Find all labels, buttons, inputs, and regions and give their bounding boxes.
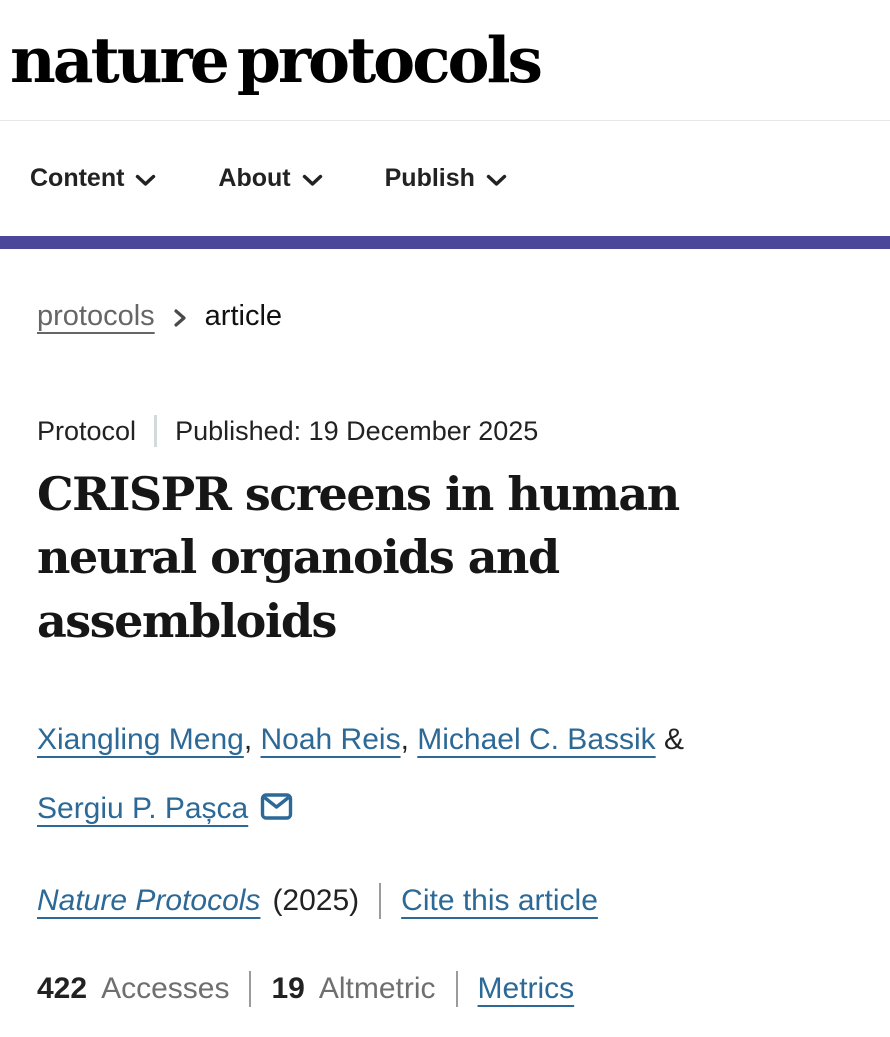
article-meta-line: Protocol Published: 19 December 2025 [37, 415, 853, 447]
author-link-3[interactable]: Michael C. Bassik [417, 723, 656, 757]
nav-item-content-label: Content [30, 164, 125, 192]
article-metrics-line: 422 Accesses 19 Altmetric Metrics [37, 971, 853, 1008]
breadcrumb: protocols article [37, 300, 853, 333]
author-separator: , [400, 723, 409, 757]
article-header-section: protocols article Protocol Published: 19… [0, 249, 890, 1008]
nav-item-content[interactable]: Content [30, 164, 156, 193]
nav-item-publish-label: Publish [384, 164, 475, 192]
nav-item-about[interactable]: About [218, 164, 322, 193]
primary-nav: Content About Publish [0, 121, 890, 236]
accesses-label: Accesses [101, 972, 230, 1006]
journal-link[interactable]: Nature Protocols [37, 884, 261, 918]
author-link-4[interactable]: Sergiu P. Pașca [37, 792, 249, 826]
altmetric-label: Altmetric [318, 972, 436, 1006]
cite-this-article-link[interactable]: Cite this article [401, 884, 598, 918]
metrics-divider [455, 971, 458, 1008]
site-header: nature protocols Content About Publish [0, 0, 890, 249]
citation-divider [379, 883, 382, 920]
brand-accent-bar [0, 236, 890, 249]
chevron-right-icon [173, 307, 187, 329]
chevron-down-icon [486, 174, 507, 186]
article-title: CRISPR screens in human neural organoids… [37, 467, 680, 648]
nav-item-about-label: About [218, 164, 291, 192]
article-type-label: Protocol [37, 415, 137, 446]
logo-bar: nature protocols [0, 0, 890, 121]
accesses-count: 422 [37, 972, 88, 1006]
metrics-divider [249, 971, 252, 1008]
author-link-1[interactable]: Xiangling Meng [37, 723, 244, 757]
author-separator: , [243, 723, 253, 757]
chevron-down-icon [136, 174, 156, 186]
author-link-2[interactable]: Noah Reis [260, 723, 401, 757]
citation-line: Nature Protocols (2025) Cite this articl… [37, 883, 853, 920]
citation-year: (2025) [272, 884, 360, 918]
author-ampersand: & [664, 723, 685, 757]
breadcrumb-journal-link[interactable]: protocols [37, 300, 155, 332]
logo-word-protocols: protocols [236, 22, 543, 97]
nature-protocols-logo[interactable]: nature protocols [10, 22, 543, 97]
published-date: Published: 19 December 2025 [175, 415, 539, 446]
authors-list: Xiangling Meng, Noah Reis, Michael C. Ba… [37, 705, 853, 843]
logo-word-nature: nature [10, 22, 230, 97]
nav-item-publish[interactable]: Publish [385, 164, 507, 193]
breadcrumb-current: article [204, 300, 283, 332]
email-envelope-icon [261, 793, 293, 821]
chevron-down-icon [302, 174, 322, 186]
altmetric-count: 19 [271, 972, 305, 1006]
metrics-link[interactable]: Metrics [477, 972, 575, 1006]
corresponding-author-email-link[interactable] [260, 792, 293, 825]
meta-divider [154, 415, 158, 447]
